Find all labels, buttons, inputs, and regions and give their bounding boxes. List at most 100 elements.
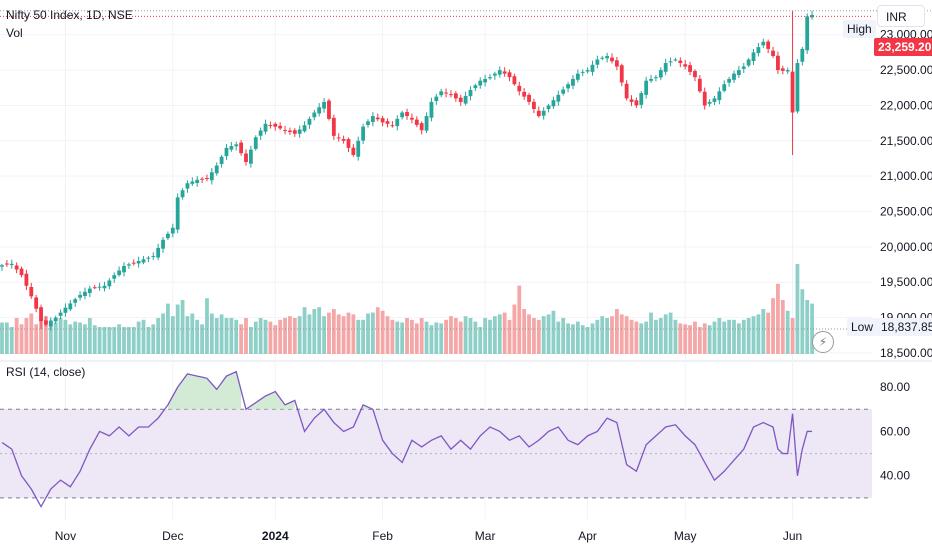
candle-body <box>678 60 683 64</box>
candle-body <box>53 317 58 322</box>
candle-body <box>341 138 346 141</box>
volume-bar <box>29 313 34 354</box>
volume-bar <box>424 321 429 354</box>
volume-bar <box>507 319 512 354</box>
volume-bar <box>629 319 634 354</box>
candle-body <box>87 288 92 294</box>
high-price-label: High <box>843 20 876 38</box>
candle-body <box>395 118 400 127</box>
volume-bar <box>683 324 688 354</box>
candle-body <box>273 123 278 127</box>
volume-bar <box>68 324 73 354</box>
volume-bar <box>561 318 566 354</box>
candle-body <box>717 91 722 101</box>
lightning-icon[interactable]: ⚡ <box>812 331 834 353</box>
volume-bar <box>136 321 141 354</box>
candle-body <box>356 140 361 157</box>
volume-bar <box>414 323 419 354</box>
low-price-label: Low <box>847 318 878 336</box>
volume-bar <box>668 312 673 354</box>
candle-body <box>253 137 258 149</box>
volume-bar <box>34 324 39 354</box>
volume-bar <box>614 309 619 354</box>
volume-bar <box>239 324 244 354</box>
candle-body <box>585 70 590 72</box>
volume-bar <box>590 323 595 354</box>
candle-body <box>502 71 507 74</box>
volume-bar <box>161 313 165 354</box>
volume-bar <box>444 319 448 354</box>
candle-body <box>336 137 341 139</box>
candle-body <box>444 92 448 94</box>
price-tick-label: 18,500.00 <box>880 346 932 360</box>
rsi-label: RSI (14, close) <box>6 365 86 379</box>
candle-body <box>4 263 9 265</box>
candle-body <box>473 85 478 89</box>
candle-body <box>575 73 580 80</box>
volume-bar <box>654 319 658 354</box>
candle-body <box>741 66 746 69</box>
time-tick-label: Dec <box>162 529 183 543</box>
candle-body <box>136 261 141 264</box>
candle-body <box>0 265 4 267</box>
volume-bar <box>707 325 712 354</box>
candle-body <box>658 70 663 78</box>
candle-body <box>434 96 439 102</box>
volume-bar <box>639 323 644 354</box>
volume-bar <box>307 314 312 354</box>
candle-body <box>219 156 224 164</box>
candle-body <box>175 197 180 230</box>
candle-body <box>122 265 126 273</box>
volume-bar <box>78 322 82 354</box>
volume-bar <box>214 318 219 354</box>
candle-body <box>331 117 336 136</box>
candle-body <box>439 91 444 96</box>
volume-bar <box>53 322 58 354</box>
candle-body <box>785 70 790 72</box>
volume-bar <box>190 313 195 354</box>
volume-bar <box>488 319 492 354</box>
candle-body <box>385 121 390 124</box>
candle-body <box>761 41 766 46</box>
volume-bar <box>575 321 580 354</box>
volume-bar <box>395 321 400 354</box>
volume-bar <box>419 318 424 354</box>
volume-bar <box>205 298 209 354</box>
price-tick-label: 20,000.00 <box>880 240 932 254</box>
candle-body <box>776 55 780 71</box>
candle-body <box>224 147 229 157</box>
volume-bar <box>497 314 502 354</box>
volume-bar <box>717 318 722 354</box>
volume-bar <box>302 307 307 354</box>
candle-body <box>112 275 117 279</box>
volume-bar <box>805 300 810 354</box>
volume-bar <box>209 313 214 354</box>
volume-bar <box>180 300 185 354</box>
candle-body <box>668 61 673 63</box>
currency-selector[interactable]: INR <box>877 5 925 27</box>
volume-bar <box>273 325 278 354</box>
candle-body <box>688 65 692 72</box>
candle-body <box>92 287 97 289</box>
candle-body <box>180 190 185 198</box>
volume-bar <box>219 314 224 354</box>
price-tick-label: 19,500.00 <box>880 275 932 289</box>
candle-body <box>771 50 775 56</box>
volume-bar <box>39 318 43 354</box>
candle-body <box>614 60 619 67</box>
volume-bar <box>48 319 53 354</box>
candle-body <box>419 123 424 131</box>
candle-body <box>268 125 273 127</box>
candle-body <box>131 262 136 264</box>
candle-body <box>483 78 488 83</box>
candle-body <box>810 14 814 18</box>
candle-body <box>185 183 190 189</box>
candle-body <box>736 70 741 76</box>
volume-bar <box>463 316 468 354</box>
candle-body <box>546 105 551 110</box>
candle-body <box>639 93 644 105</box>
volume-bar <box>131 327 136 354</box>
volume-bar <box>492 316 497 354</box>
candle-body <box>292 130 297 134</box>
